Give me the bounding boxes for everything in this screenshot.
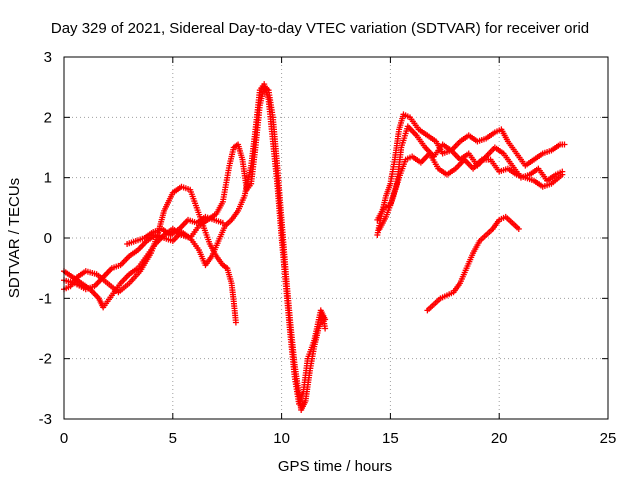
y-tick-label: -2 [39, 351, 52, 368]
y-tick-label: -1 [39, 290, 52, 307]
series-arc-h [424, 213, 522, 314]
series-arc-g [376, 150, 566, 232]
x-tick-label: 0 [60, 430, 68, 447]
axis-ticks: 0 5 10 15 20 25 -3 -2 -1 0 1 2 3 [39, 49, 617, 447]
x-tick-label: 15 [382, 430, 399, 447]
x-tick-label: 10 [273, 430, 290, 447]
x-tick-label: 20 [491, 430, 508, 447]
y-tick-label: 3 [44, 49, 52, 66]
y-tick-label: -3 [39, 411, 52, 428]
y-tick-label: 1 [44, 170, 52, 187]
data-point [322, 316, 329, 323]
data-point [515, 225, 522, 232]
series-arc-e [374, 111, 568, 238]
data-point [322, 325, 329, 332]
chart-title: Day 329 of 2021, Sidereal Day-to-day VTE… [51, 20, 589, 37]
data-point [232, 319, 239, 326]
data-points [61, 81, 568, 413]
x-axis-label: GPS time / hours [278, 458, 392, 475]
data-point [219, 219, 226, 226]
data-point [561, 141, 568, 148]
y-axis-label: SDTVAR / TECUs [6, 178, 23, 298]
x-tick-label: 5 [169, 430, 177, 447]
x-tick-label: 25 [600, 430, 617, 447]
y-tick-label: 2 [44, 109, 52, 126]
data-point [559, 171, 566, 178]
series-arc-c [61, 81, 329, 407]
series-arc-d [124, 213, 226, 248]
y-tick-label: 0 [44, 230, 52, 247]
